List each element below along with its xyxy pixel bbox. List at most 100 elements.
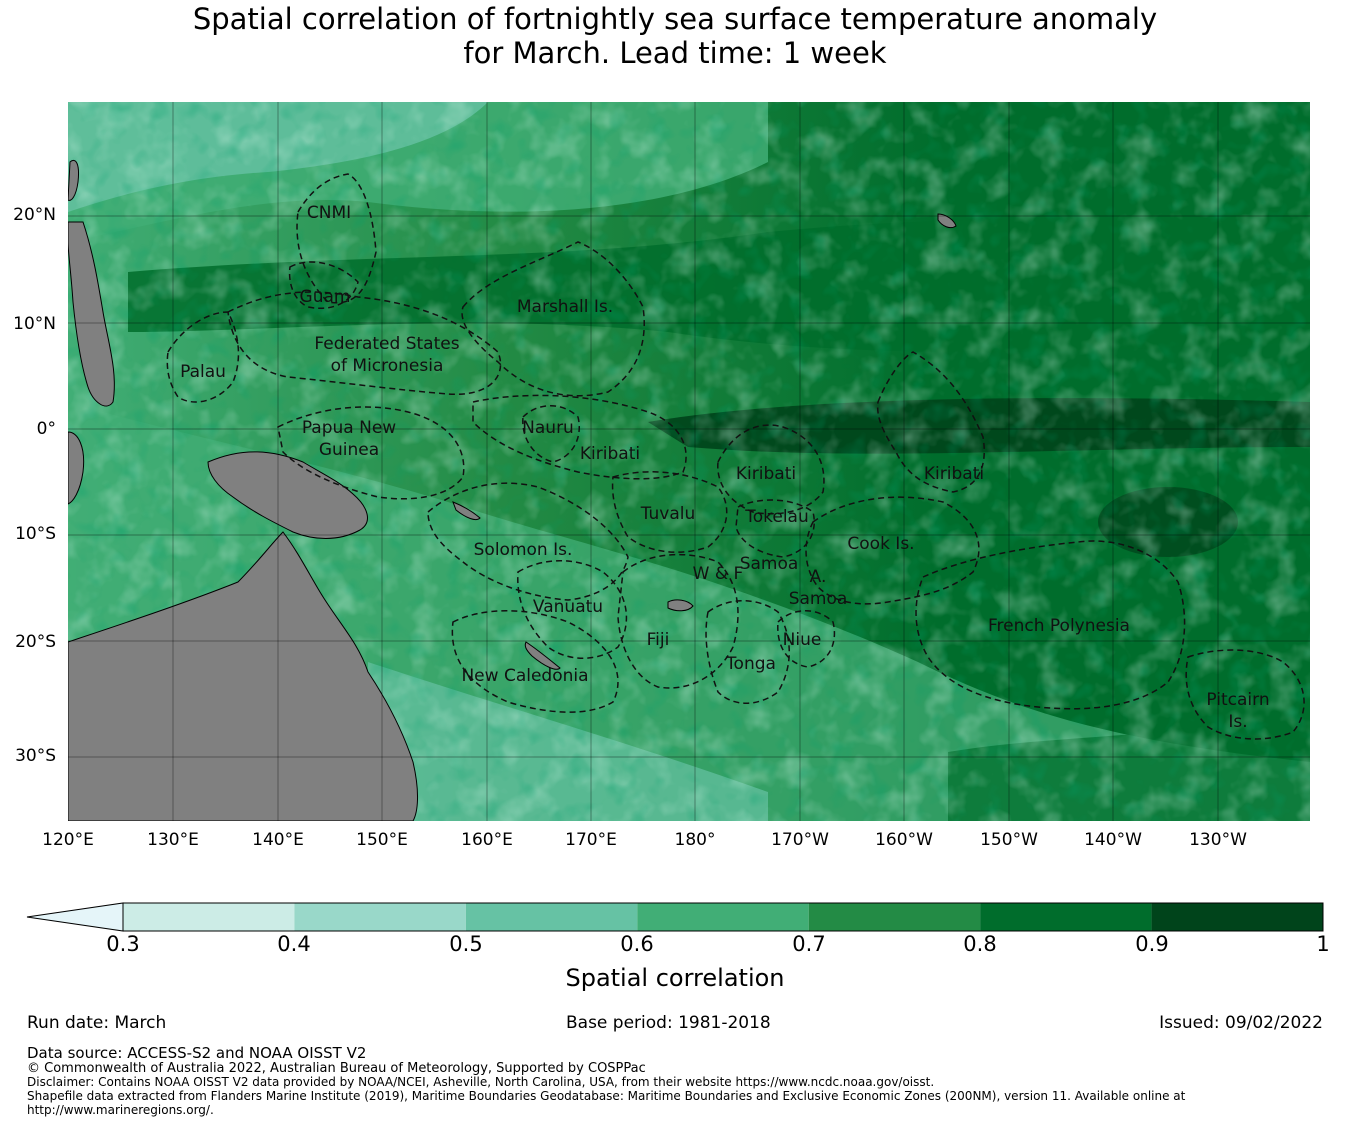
eez-french-polynesia [915,540,1186,710]
region-label-cnmi: CNMI [307,203,351,223]
map-svg: CNMI Guam Marshall Is. Federated States of M… [68,102,1310,821]
region-label-line: Kiribati [736,464,796,484]
cbar-tick-0.6: 0.6 [620,932,654,956]
colorbar-segment [808,903,981,931]
lat-label-20n: 20°N [13,205,56,225]
region-label-palau: Palau [180,362,226,382]
lat-label-30s: 30°S [15,746,56,766]
region-label-line: CNMI [307,203,351,223]
lat-label-20s: 20°S [15,632,56,652]
colorbar-extend-triangle [26,902,124,932]
taiwan [68,159,79,201]
run-date: Run date: March [27,1013,167,1033]
region-label-line: Federated States [314,334,459,354]
eez-tonga [705,600,790,704]
region-label-kiribati-west: Kiribati [580,444,640,464]
chart-title: Spatial correlation of fortnightly sea s… [0,2,1350,70]
eez-kiribati-east [876,351,985,493]
region-label-niue: Niue [783,630,822,650]
colorbar-segment [123,903,295,931]
region-label-line: Papua New [302,418,396,438]
lon-label-170e: 170°E [565,830,617,850]
region-label-line: Tokelau [744,507,809,527]
region-label-solomon-is: Solomon Is. [474,540,573,560]
eez-boundaries [166,173,1305,740]
title-line-2: for March. Lead time: 1 week [463,36,887,70]
lon-label-120e: 120°E [42,830,94,850]
eez-cnmi [296,173,377,304]
cbar-tick-0.8: 0.8 [963,932,997,956]
colorbar-segment [637,903,809,931]
region-label-line: Tonga [725,654,776,674]
eez-cook [805,496,980,605]
eez-kiribati-central [717,424,825,515]
new-caledonia-island [524,641,561,670]
region-label-line: Nauru [522,418,574,438]
lon-label-130w: 130°W [1189,830,1247,850]
lon-label-130e: 130°E [147,830,199,850]
region-label-line: French Polynesia [988,616,1130,636]
region-label-line: Tuvalu [640,504,696,524]
australia [68,531,418,821]
lat-label-10n: 10°N [13,314,56,334]
region-label-guam: Guam [300,287,351,307]
region-label-line: Kiribati [580,444,640,464]
shapefile-url: http://www.marineregions.org/. [27,1103,214,1117]
region-label-tuvalu: Tuvalu [640,504,696,524]
region-label-tokelau: Tokelau [744,507,809,527]
lon-label-170w: 170°W [771,830,829,850]
region-label-marshall-is: Marshall Is. [517,297,613,317]
eez-tokelau [735,499,815,558]
region-label-line: Guinea [319,440,379,460]
colorbar-segment [980,903,1152,931]
eez-solomon [427,482,629,601]
eez-palau [166,311,240,403]
cbar-tick-0.3: 0.3 [106,932,140,956]
title-line-1: Spatial correlation of fortnightly sea s… [192,2,1158,36]
cbar-tick-0.9: 0.9 [1135,932,1169,956]
region-label-line: W & F [693,564,744,584]
region-label-line: Is. [1228,712,1247,732]
region-label-new-caledonia: New Caledonia [461,666,588,686]
region-label-line: Samoa [789,589,848,609]
cbar-tick-0.7: 0.7 [792,932,826,956]
eez-marshall [461,241,645,397]
region-label-line: Marshall Is. [517,297,613,317]
region-label-png: Papua New Guinea [302,418,396,460]
eez-vanuatu [517,560,628,659]
region-label-vanuatu: Vanuatu [533,597,603,617]
colorbar-segments [26,902,1324,932]
eez-niue [777,610,836,668]
philippines [68,221,115,407]
region-label-pitcairn-is: Pitcairn Is. [1206,690,1269,732]
region-label-kiribati-east: Kiribati [924,464,984,484]
region-label-line: Palau [180,362,226,382]
region-label-fiji: Fiji [647,630,670,650]
colorbar-segment [294,903,466,931]
hawaii [937,213,957,229]
lon-label-160w: 160°W [875,830,933,850]
eez-png [277,406,465,500]
region-label-line: A. [810,567,827,587]
eez-fiji [617,553,739,689]
region-label-line: Fiji [647,630,670,650]
graticule [68,102,1310,821]
borneo-edge [68,431,85,505]
eez-tuvalu [611,471,728,553]
lon-label-140e: 140°E [252,830,304,850]
colorbar-outline [122,902,1324,932]
region-label-fsm: Federated States of Micronesia [314,334,459,376]
colorbar-segment [1151,903,1323,931]
eez-new-caledonia [451,610,619,713]
region-label-cook-is: Cook Is. [847,534,914,554]
region-label-line: of Micronesia [331,356,444,376]
disclaimer: Disclaimer: Contains NOAA OISST V2 data … [27,1075,935,1089]
lat-label-10s: 10°S [15,524,56,544]
copyright: © Commonwealth of Australia 2022, Austra… [27,1061,646,1076]
cbar-tick-0.4: 0.4 [277,932,311,956]
shapefile-credit: Shapefile data extracted from Flanders M… [27,1089,1186,1103]
solomon-islands [452,501,481,521]
new-guinea [207,451,368,539]
region-label-line: Pitcairn [1206,690,1269,710]
lat-label-eq: 0° [36,419,56,439]
